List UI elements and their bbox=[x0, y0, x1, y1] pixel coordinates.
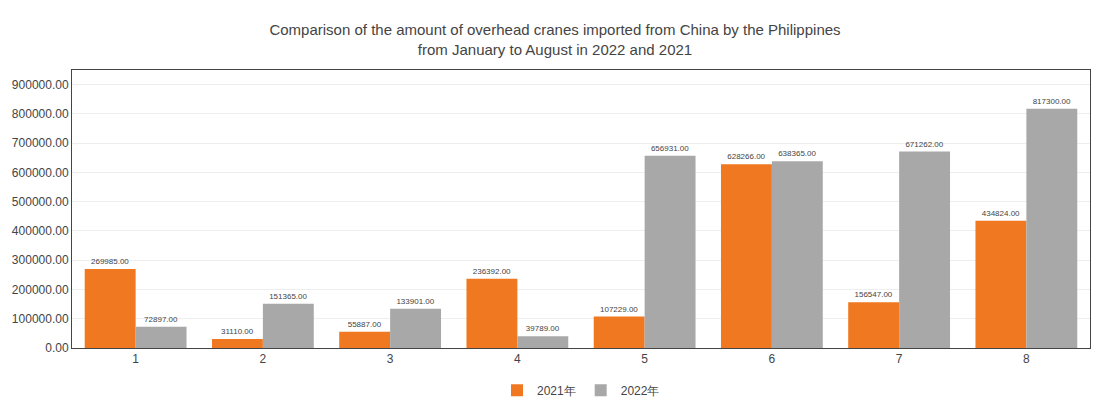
svg-text:300000.00: 300000.00 bbox=[12, 253, 69, 267]
svg-text:2: 2 bbox=[260, 352, 267, 366]
svg-text:72897.00: 72897.00 bbox=[144, 315, 178, 324]
svg-text:500000.00: 500000.00 bbox=[12, 195, 69, 209]
svg-text:Comparison of the amount of ov: Comparison of the amount of overhead cra… bbox=[269, 21, 840, 58]
svg-text:100000.00: 100000.00 bbox=[12, 312, 69, 326]
svg-text:0.00: 0.00 bbox=[45, 341, 69, 355]
svg-text:1: 1 bbox=[132, 352, 139, 366]
svg-text:8: 8 bbox=[1023, 352, 1030, 366]
svg-text:156547.00: 156547.00 bbox=[854, 290, 892, 299]
svg-text:6: 6 bbox=[769, 352, 776, 366]
svg-text:269985.00: 269985.00 bbox=[91, 257, 129, 266]
svg-text:656931.00: 656931.00 bbox=[651, 144, 689, 153]
svg-text:817300.00: 817300.00 bbox=[1033, 97, 1071, 106]
svg-text:55887.00: 55887.00 bbox=[348, 320, 382, 329]
svg-text:671262.00: 671262.00 bbox=[905, 140, 943, 149]
svg-text:200000.00: 200000.00 bbox=[12, 283, 69, 297]
svg-text:31110.00: 31110.00 bbox=[221, 327, 254, 336]
svg-text:600000.00: 600000.00 bbox=[12, 166, 69, 180]
svg-text:7: 7 bbox=[896, 352, 903, 366]
svg-text:2022年: 2022年 bbox=[621, 384, 660, 398]
svg-text:900000.00: 900000.00 bbox=[12, 78, 69, 92]
svg-text:107229.00: 107229.00 bbox=[600, 305, 638, 314]
svg-text:700000.00: 700000.00 bbox=[12, 136, 69, 150]
svg-text:236392.00: 236392.00 bbox=[473, 267, 511, 276]
svg-text:133901.00: 133901.00 bbox=[396, 297, 434, 306]
svg-text:39789.00: 39789.00 bbox=[526, 324, 560, 333]
svg-text:628266.00: 628266.00 bbox=[727, 152, 765, 161]
svg-text:5: 5 bbox=[641, 352, 648, 366]
svg-text:151365.00: 151365.00 bbox=[269, 292, 307, 301]
svg-text:434824.00: 434824.00 bbox=[982, 209, 1020, 218]
svg-text:400000.00: 400000.00 bbox=[12, 224, 69, 238]
svg-text:638365.00: 638365.00 bbox=[778, 149, 816, 158]
svg-text:4: 4 bbox=[514, 352, 521, 366]
svg-text:3: 3 bbox=[387, 352, 394, 366]
svg-text:800000.00: 800000.00 bbox=[12, 107, 69, 121]
svg-text:2021年: 2021年 bbox=[537, 384, 576, 398]
